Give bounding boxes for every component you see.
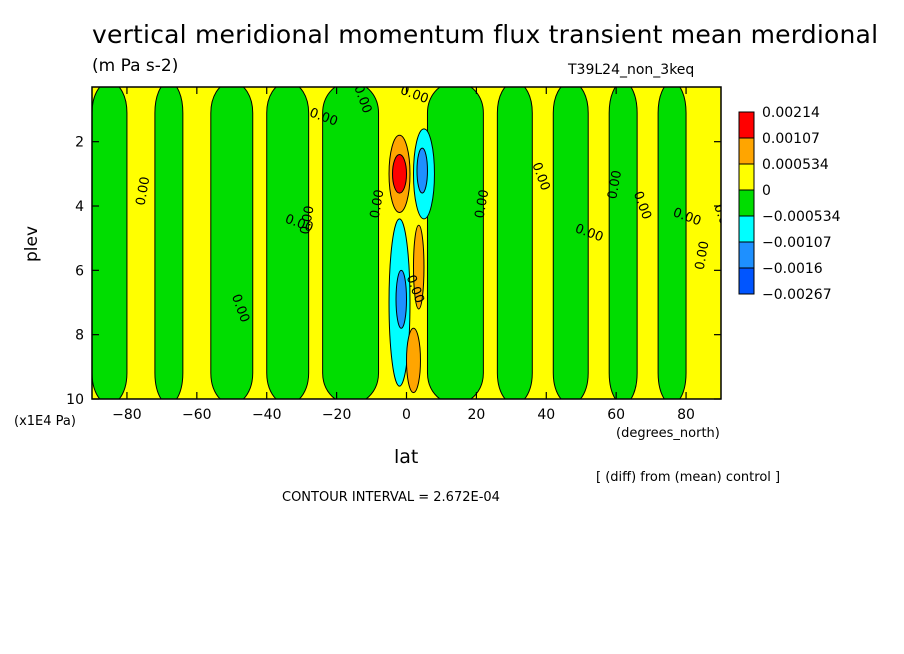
region-negative-7 xyxy=(552,87,589,399)
legend-swatch xyxy=(738,189,755,217)
legend-label: −0.00107 xyxy=(762,235,832,251)
y-tick-label: 8 xyxy=(75,328,84,344)
x-tick-label: 60 xyxy=(607,407,625,423)
x-tick-label: 40 xyxy=(537,407,555,423)
legend-label: 0.000534 xyxy=(762,157,829,173)
legend-swatch xyxy=(738,111,755,139)
region-negative-3 xyxy=(266,87,310,399)
y-tick-label: 2 xyxy=(75,135,84,151)
legend-label: 0.00214 xyxy=(762,105,820,121)
region-negative-15 xyxy=(395,269,407,329)
legend-swatch xyxy=(738,215,755,243)
diff-note: [ (diff) from (mean) control ] xyxy=(596,470,781,485)
region-negative-8 xyxy=(608,87,638,399)
x-axis-label: lat xyxy=(394,446,419,468)
legend-label: −0.0016 xyxy=(762,261,823,277)
contour-label: 0.00 xyxy=(605,169,625,200)
x-tick-label: 80 xyxy=(677,407,695,423)
region-negative-5 xyxy=(426,87,484,399)
x-tick-label: 20 xyxy=(467,407,485,423)
x-tick-label: −80 xyxy=(112,407,142,423)
region-negative-2 xyxy=(210,87,254,399)
contour-label: 0.00 xyxy=(473,188,493,219)
region-negative-4 xyxy=(322,87,380,399)
region-negative-13 xyxy=(416,147,428,194)
legend-label: −0.000534 xyxy=(762,209,841,225)
contour-label: 0.00 xyxy=(693,240,713,271)
x-tick-label: −20 xyxy=(322,407,352,423)
contour-label: 0.00 xyxy=(298,205,318,236)
x-tick-label: −60 xyxy=(182,407,212,423)
legend-label: 0 xyxy=(762,183,771,199)
region-positive-17 xyxy=(406,327,421,394)
legend-swatch xyxy=(738,241,755,269)
region-positive-16 xyxy=(412,224,425,310)
contour-label: 0.00 xyxy=(134,176,154,207)
region-negative-6 xyxy=(496,87,533,399)
contour-label: 0.00 xyxy=(368,188,388,219)
x-axis-units: (degrees_north) xyxy=(616,426,720,441)
region-negative-0 xyxy=(92,87,128,399)
y-tick-label: 6 xyxy=(75,263,84,279)
region-positive-11 xyxy=(392,154,407,194)
y-axis-units: (x1E4 Pa) xyxy=(14,414,76,429)
region-negative-1 xyxy=(154,87,184,399)
region-negative-9 xyxy=(657,87,687,399)
experiment-name: T39L24_non_3keq xyxy=(568,62,695,78)
x-tick-label: −40 xyxy=(252,407,282,423)
legend-label: 0.00107 xyxy=(762,131,820,147)
x-tick-label: 0 xyxy=(402,407,411,423)
legend-swatch xyxy=(738,163,755,191)
legend-swatch xyxy=(738,267,755,295)
contour-label: 0.00 xyxy=(710,202,734,234)
chart-units: (m Pa s-2) xyxy=(92,56,179,76)
contour-interval: CONTOUR INTERVAL = 2.672E-04 xyxy=(282,490,500,505)
legend-swatch xyxy=(738,137,755,165)
y-tick-label: 10 xyxy=(66,392,84,408)
chart-title: vertical meridional momentum flux transi… xyxy=(92,20,879,49)
y-tick-label: 4 xyxy=(75,199,84,215)
legend-label: −0.00267 xyxy=(762,287,832,303)
